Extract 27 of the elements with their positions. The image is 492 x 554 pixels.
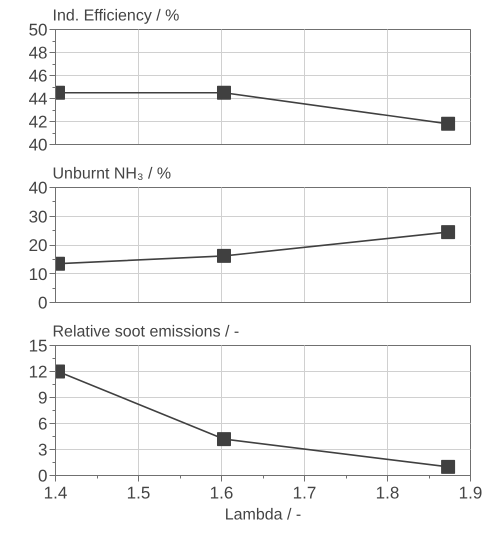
y-tick-label: 6 (38, 414, 48, 434)
x-axis-title: Lambda / - (224, 506, 302, 524)
chart-title: Relative soot emissions / - (52, 324, 240, 340)
y-tick-label: 12 (28, 362, 48, 382)
x-tick-label: 1.7 (292, 484, 316, 502)
y-tick-label: 20 (28, 236, 48, 255)
y-tick-label: 0 (38, 466, 48, 486)
chart-title: Unburnt NH₃ / % (52, 166, 172, 182)
y-tick-label: 48 (28, 44, 48, 62)
y-tick-label: 42 (28, 112, 48, 132)
y-tick-label: 9 (38, 388, 48, 408)
y-tick-label: 50 (28, 20, 48, 40)
y-tick-label: 44 (28, 90, 48, 108)
chart-title: Ind. Efficiency / % (52, 8, 180, 24)
x-tick-label: 1.8 (376, 484, 400, 502)
y-tick-label: 15 (28, 336, 48, 356)
x-tick-label: 1.9 (458, 484, 482, 502)
y-tick-label: 30 (28, 207, 48, 226)
y-tick-label: 0 (38, 294, 48, 312)
y-tick-label: 3 (38, 440, 48, 460)
x-tick-label: 1.6 (210, 484, 234, 502)
y-tick-label: 40 (28, 136, 48, 154)
y-tick-label: 46 (28, 66, 48, 86)
x-tick-label: 1.4 (44, 484, 68, 502)
x-tick-label: 1.5 (126, 484, 150, 502)
y-tick-label: 40 (28, 178, 48, 198)
y-tick-label: 10 (28, 264, 48, 284)
